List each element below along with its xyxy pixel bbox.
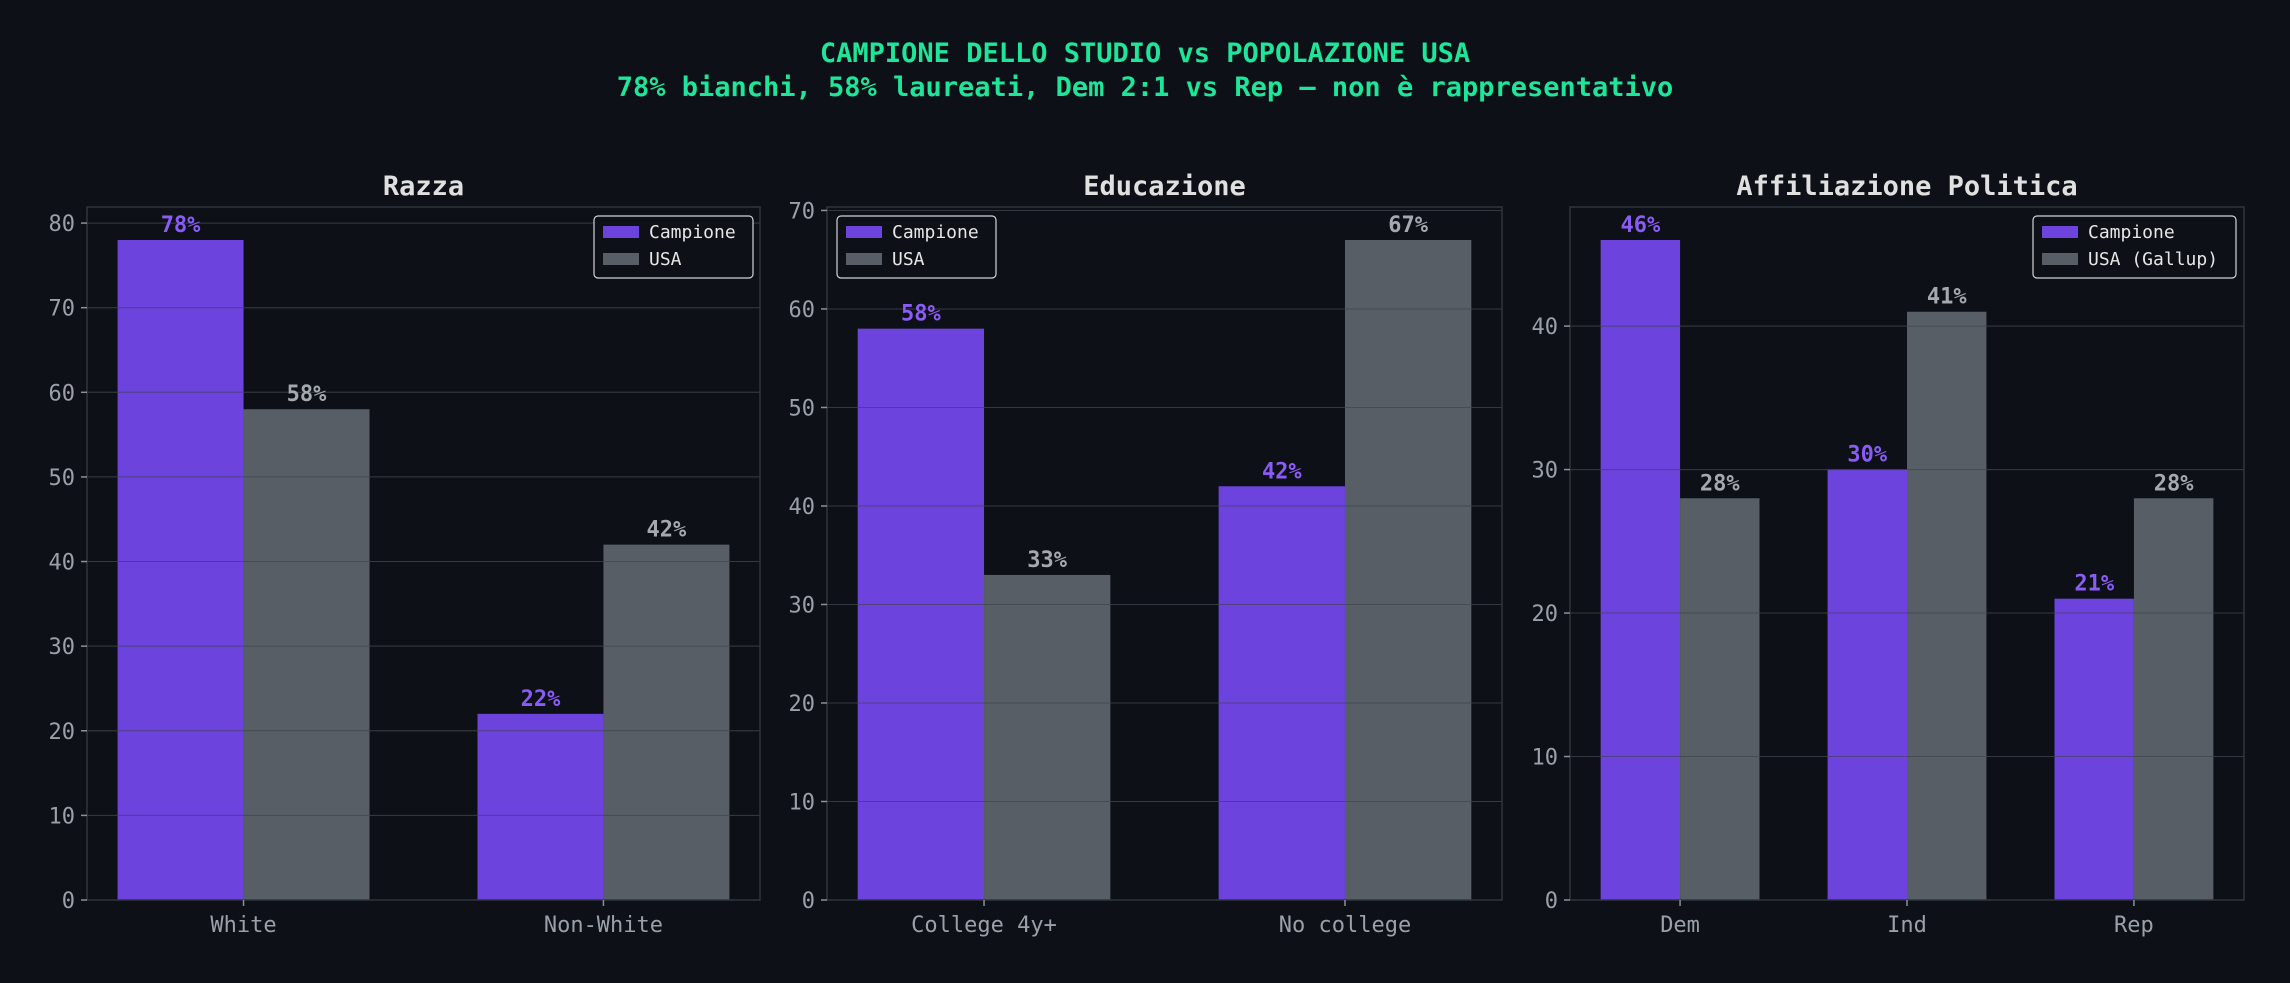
y-tick-label: 40 — [49, 551, 76, 576]
data-label: 58% — [901, 302, 941, 327]
legend-label: USA — [892, 249, 925, 270]
y-tick-label: 30 — [789, 593, 816, 618]
figure-subtitle: 78% bianchi, 58% laureati, Dem 2:1 vs Re… — [616, 72, 1674, 103]
x-tick-label: Non-White — [544, 913, 663, 938]
legend-label: Campione — [649, 222, 736, 243]
axes-frame — [86, 206, 761, 901]
y-tick-label: 20 — [1532, 602, 1559, 627]
x-tick-label: Dem — [1660, 913, 1700, 938]
data-label: 42% — [1262, 459, 1302, 484]
bar-campione-1 — [857, 328, 985, 900]
legend-label: Campione — [892, 222, 979, 243]
data-label: 33% — [1027, 548, 1067, 573]
y-tick-label: 0 — [62, 889, 75, 914]
bar-campione-1 — [117, 240, 244, 900]
chart-panel-2: 58% 42% 33% 67% 0 10 20 30 40 50 60 70 College 4y+ No… — [789, 171, 1503, 938]
legend-swatch — [2042, 253, 2078, 265]
y-tick-label: 70 — [789, 199, 816, 224]
chart-title: Affiliazione Politica — [1736, 171, 2077, 202]
legend: Campione USA (Gallup) — [2032, 215, 2237, 279]
bar-campione-2 — [1827, 469, 1907, 900]
data-label: 41% — [1927, 285, 1967, 310]
data-label: 22% — [521, 687, 561, 712]
y-tick-label: 40 — [1532, 315, 1559, 340]
y-tick-label: 80 — [49, 212, 76, 237]
legend-label: USA — [649, 249, 682, 270]
bar-campione-2 — [1218, 486, 1345, 900]
data-label: 21% — [2074, 572, 2114, 597]
y-tick-label: 40 — [789, 495, 816, 520]
bar-campione-2 — [477, 713, 604, 900]
data-label: 28% — [2154, 471, 2194, 496]
figure-title: CAMPIONE DELLO STUDIO vs POPOLAZIONE USA — [819, 38, 1471, 69]
legend-box — [2032, 215, 2237, 279]
y-tick-label: 10 — [1532, 746, 1559, 771]
legend-swatch — [846, 253, 882, 265]
y-tick-label: 0 — [802, 889, 815, 914]
chart-title: Educazione — [1083, 171, 1246, 202]
legend-swatch — [2042, 226, 2078, 238]
x-tick-label: Ind — [1887, 913, 1927, 938]
y-tick-label: 20 — [49, 720, 76, 745]
y-tick-label: 0 — [1545, 889, 1558, 914]
y-tick-label: 50 — [49, 466, 76, 491]
x-tick-label: White — [210, 913, 276, 938]
y-tick-label: 70 — [49, 297, 76, 322]
y-tick-label: 50 — [789, 396, 816, 421]
bar-usa-1 — [243, 409, 370, 900]
chart-panel-1: 78% 22% 58% 42% 0 10 20 30 40 50 60 70 80 White Non-Wh… — [49, 171, 761, 938]
legend-swatch — [846, 226, 882, 238]
legend-swatch — [603, 226, 639, 238]
bar-usa-2 — [603, 544, 730, 900]
x-tick-label: College 4y+ — [911, 913, 1057, 938]
x-tick-label: No college — [1279, 913, 1411, 938]
bar-campione-1 — [1600, 240, 1681, 900]
y-tick-label: 10 — [789, 790, 816, 815]
y-tick-label: 10 — [49, 804, 76, 829]
y-tick-label: 20 — [789, 692, 816, 717]
data-label: 58% — [287, 382, 327, 407]
data-label: 30% — [1847, 443, 1887, 468]
y-tick-label: 60 — [49, 381, 76, 406]
legend-swatch — [603, 253, 639, 265]
bar-usa-1 — [984, 574, 1111, 900]
data-label: 78% — [161, 213, 201, 238]
legend-label: Campione — [2088, 222, 2175, 243]
legend-label: USA (Gallup) — [2088, 249, 2218, 270]
bar-usa-gallup--1 — [1680, 498, 1760, 900]
y-tick-label: 60 — [789, 298, 816, 323]
x-tick-label: Rep — [2114, 913, 2154, 938]
y-tick-label: 30 — [49, 635, 76, 660]
bar-usa-2 — [1344, 240, 1472, 900]
data-label: 28% — [1700, 471, 1740, 496]
bar-usa-gallup--3 — [2133, 498, 2214, 900]
chart-panel-3: 46% 30% 21% 28% 41% 28% 0 10 20 30 40 Dem Ind Rep Affi… — [1532, 171, 2245, 938]
data-label: 67% — [1388, 213, 1428, 238]
chart-title: Razza — [383, 171, 464, 202]
data-label: 42% — [647, 518, 687, 543]
data-label: 46% — [1620, 213, 1660, 238]
axes-frame — [826, 206, 1503, 901]
bar-usa-gallup--2 — [1907, 311, 1987, 900]
legend: Campione USA — [836, 215, 997, 279]
bar-campione-3 — [2054, 598, 2134, 900]
y-tick-label: 30 — [1532, 459, 1559, 484]
legend: Campione USA — [593, 215, 754, 279]
